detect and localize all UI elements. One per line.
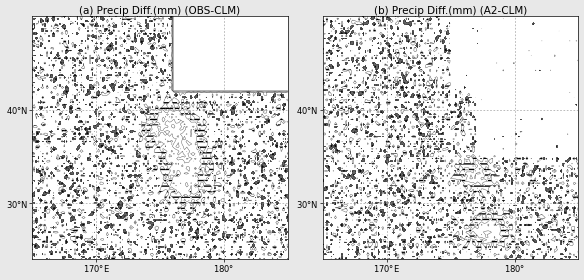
Title: (a) Precip Diff.(mm) (OBS-CLM): (a) Precip Diff.(mm) (OBS-CLM): [79, 6, 241, 16]
Title: (b) Precip Diff.(mm) (A2-CLM): (b) Precip Diff.(mm) (A2-CLM): [374, 6, 527, 16]
